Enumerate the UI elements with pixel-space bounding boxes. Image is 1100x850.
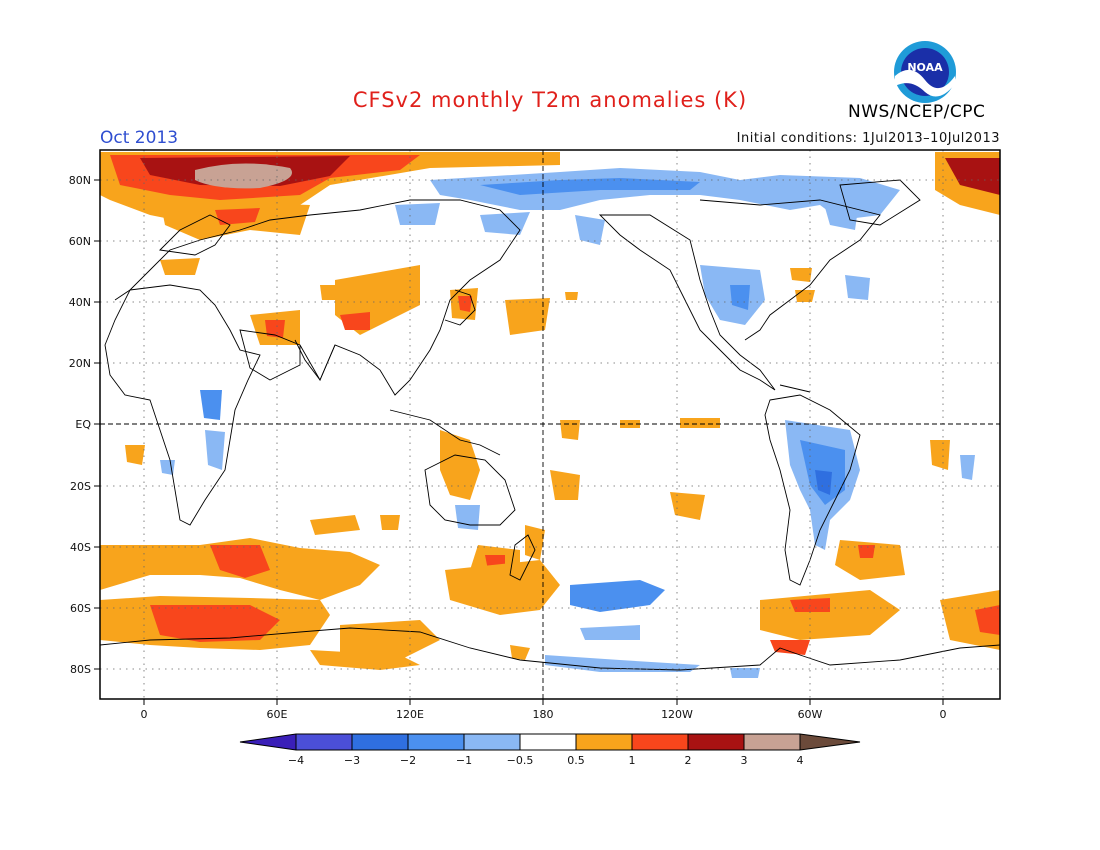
colorbar-label: 1 bbox=[629, 754, 636, 767]
agency-label: NWS/NCEP/CPC bbox=[848, 102, 986, 122]
colorbar-swatch bbox=[688, 734, 744, 750]
lon-label: 60E bbox=[267, 708, 288, 721]
chart-title: CFSv2 monthly T2m anomalies (K) bbox=[352, 88, 748, 112]
colorbar-swatch bbox=[296, 734, 352, 750]
lat-label: EQ bbox=[75, 418, 91, 431]
colorbar-swatch bbox=[464, 734, 520, 750]
longitude-labels: 0 60E 120E 180 120W 60W 0 bbox=[141, 708, 947, 721]
lat-label: 80N bbox=[69, 174, 91, 187]
lat-label: 40S bbox=[70, 541, 91, 554]
colorbar: −4 −3 −2 −1 −0.5 0.5 1 2 3 4 bbox=[239, 733, 861, 767]
colorbar-label: −4 bbox=[288, 754, 304, 767]
colorbar-label: −1 bbox=[456, 754, 472, 767]
lat-label: 80S bbox=[70, 663, 91, 676]
colorbar-swatch bbox=[576, 734, 632, 750]
coastlines bbox=[100, 179, 1000, 671]
lon-label: 0 bbox=[940, 708, 947, 721]
initial-conditions-label: Initial conditions: 1Jul2013–10Jul2013 bbox=[736, 131, 1000, 146]
lon-label: 0 bbox=[141, 708, 148, 721]
lat-label: 20N bbox=[69, 357, 91, 370]
month-label: Oct 2013 bbox=[100, 128, 179, 148]
colorbar-label: −3 bbox=[344, 754, 360, 767]
noaa-logo: NOAA bbox=[894, 41, 956, 103]
latitude-labels: 80N 60N 40N 20N EQ 20S 40S 60S 80S bbox=[69, 174, 92, 676]
lon-label: 120W bbox=[661, 708, 693, 721]
lon-label: 60W bbox=[798, 708, 823, 721]
colorbar-label: 3 bbox=[741, 754, 748, 767]
gridlines bbox=[100, 150, 1000, 699]
lat-label: 60S bbox=[70, 602, 91, 615]
lat-label: 20S bbox=[70, 480, 91, 493]
noaa-logo-text: NOAA bbox=[907, 61, 943, 74]
colorbar-label: 0.5 bbox=[567, 754, 585, 767]
colorbar-swatch bbox=[800, 734, 860, 750]
ticks bbox=[94, 179, 944, 705]
lon-label: 120E bbox=[396, 708, 424, 721]
colorbar-swatch bbox=[520, 734, 576, 750]
colorbar-label: 4 bbox=[797, 754, 804, 767]
anomaly-shading bbox=[100, 152, 1000, 678]
lon-label: 180 bbox=[533, 708, 554, 721]
lat-label: 40N bbox=[69, 296, 91, 309]
colorbar-label: 2 bbox=[685, 754, 692, 767]
colorbar-swatch bbox=[632, 734, 688, 750]
colorbar-label: −2 bbox=[400, 754, 416, 767]
colorbar-swatch bbox=[408, 734, 464, 750]
colorbar-swatch bbox=[240, 734, 296, 750]
lat-label: 60N bbox=[69, 235, 91, 248]
colorbar-swatch bbox=[744, 734, 800, 750]
colorbar-swatch bbox=[352, 734, 408, 750]
colorbar-label: −0.5 bbox=[507, 754, 534, 767]
